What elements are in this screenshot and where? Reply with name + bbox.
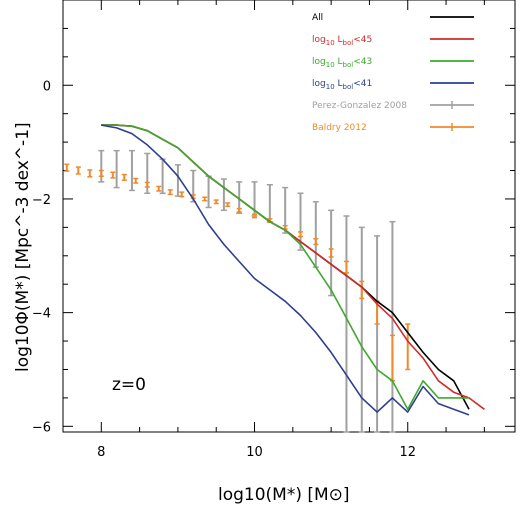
plot-frame bbox=[62, 0, 516, 433]
legend-label: Perez-Gonzalez 2008 bbox=[312, 101, 407, 111]
series-lines bbox=[101, 124, 485, 416]
legend-label: log10 Lbol<41 bbox=[312, 79, 372, 91]
error-bars bbox=[64, 149, 411, 433]
x-axis-label: log10(M*) [M⊙] bbox=[218, 485, 350, 505]
series-line-3 bbox=[101, 124, 470, 416]
series-line-2 bbox=[101, 124, 469, 411]
series-line-1 bbox=[101, 124, 485, 410]
y-tick-label: −6 bbox=[32, 420, 51, 435]
x-tick-label: 8 bbox=[97, 445, 105, 460]
y-tick-label: −2 bbox=[32, 193, 51, 208]
x-tick-label: 12 bbox=[399, 445, 416, 460]
y-axis-label: log10Φ(M*) [Mpc^-3 dex^-1] bbox=[13, 122, 33, 372]
x-tick-label: 10 bbox=[246, 445, 263, 460]
series-line-0 bbox=[101, 124, 470, 410]
legend-label: log10 Lbol<45 bbox=[312, 35, 372, 47]
y-tick-label: −4 bbox=[32, 307, 51, 322]
legend-label: Baldry 2012 bbox=[312, 123, 367, 133]
tick-labels: 8 10 12 0 −2 −4 −6 bbox=[32, 79, 416, 460]
y-tick-label: 0 bbox=[43, 79, 51, 94]
axis-ticks bbox=[62, 0, 515, 432]
z-annotation: z=0 bbox=[112, 375, 146, 395]
legend: All log10 Lbol<45 log10 Lbol<43 log10 Lbol<… bbox=[312, 13, 474, 133]
legend-label: All bbox=[312, 13, 323, 23]
legend-label: log10 Lbol<43 bbox=[312, 57, 372, 69]
